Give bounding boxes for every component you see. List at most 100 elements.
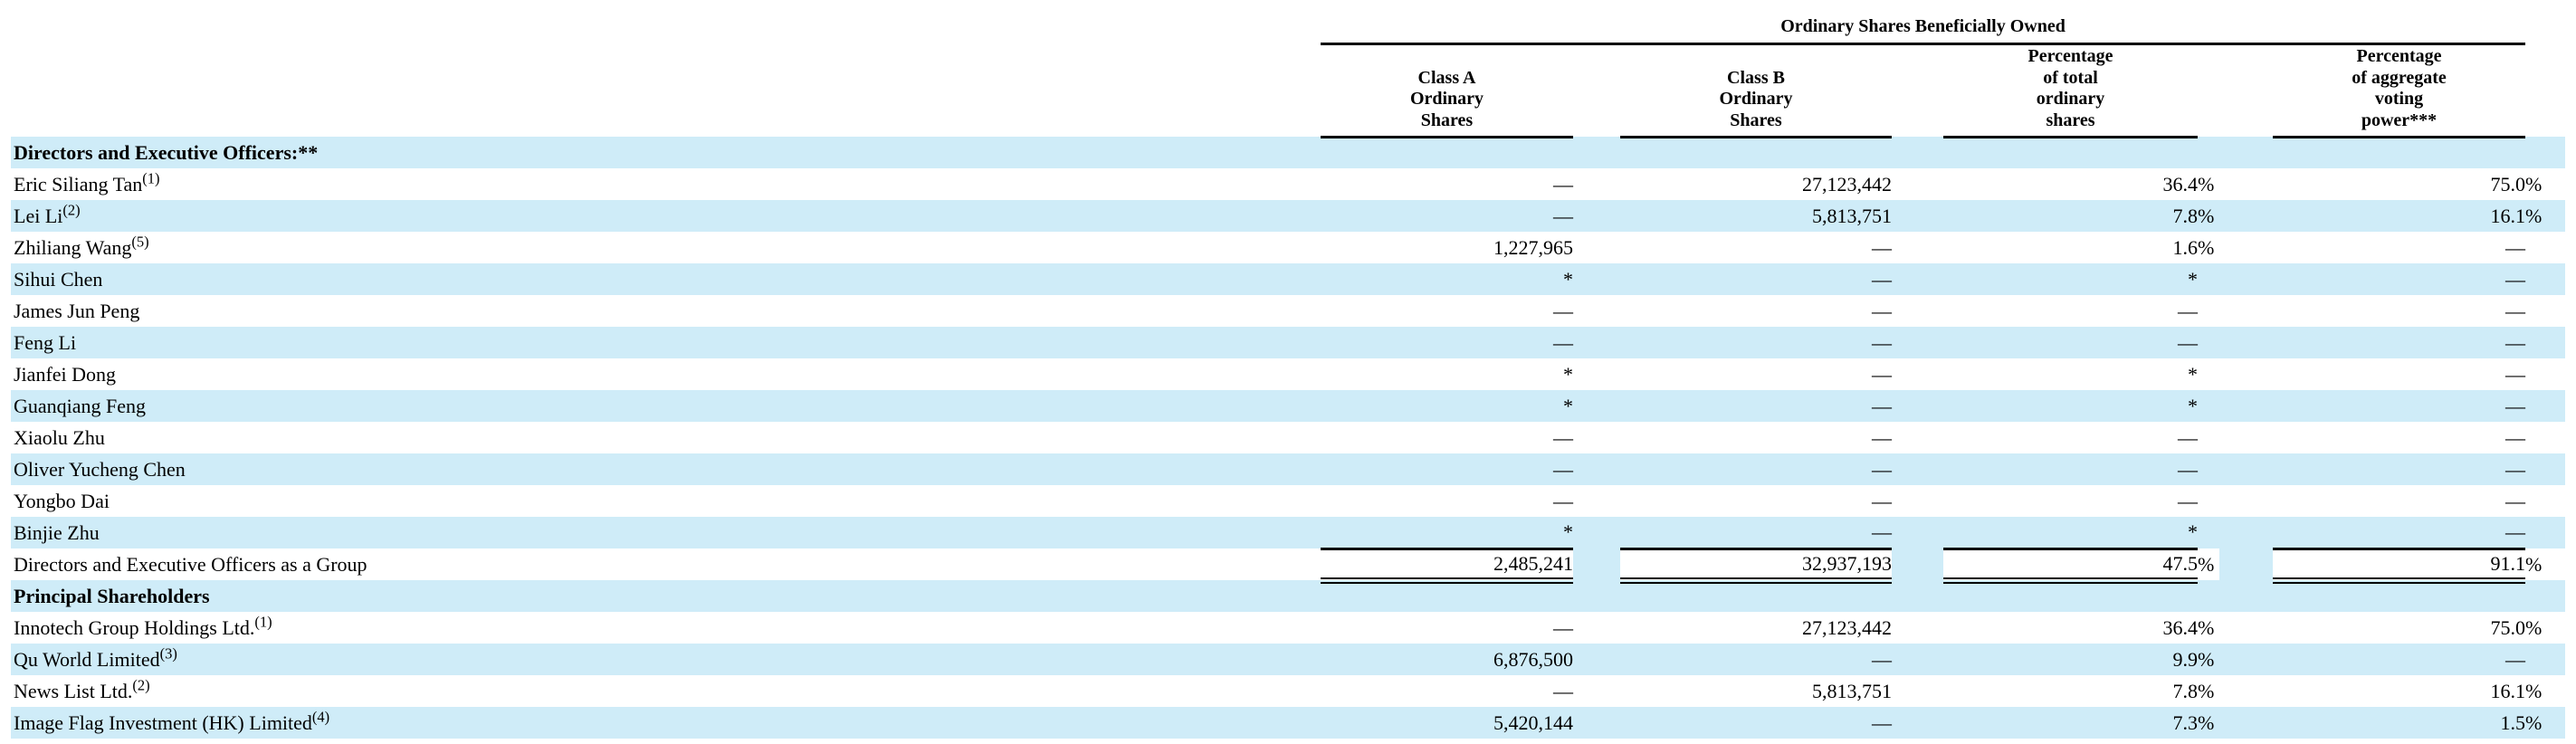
spacer-cell [2547,390,2566,422]
spacer-cell [1892,485,1943,517]
spacer-cell [1892,390,1943,422]
class-b-shares-cell: — [1620,517,1892,548]
class-a-shares-cell: 6,876,500 [1321,644,1573,675]
pct-voting-power-cell: — [2273,327,2526,358]
pct-voting-power-cell: — [2505,235,2526,259]
spacer-cell [1892,137,1943,168]
spacer-cell [1573,390,1620,422]
pct-total-shares-cell: 7.8 [1943,200,2198,232]
spacer-cell [2219,168,2273,200]
spacer-cell [1892,263,1943,295]
spacer-cell [2219,232,2273,263]
table-row: Binjie Zhu * — * — [11,517,2566,548]
percent-sign-cell: % [2198,548,2219,580]
class-b-shares-cell: — [1620,390,1892,422]
percent-sign-cell [2525,295,2547,327]
class-b-shares-cell: — [1620,453,1892,485]
spacer-cell [2219,358,2273,390]
spacer-cell [2219,263,2273,295]
spacer-cell [2219,137,2273,168]
spacer-cell [1892,548,1943,580]
spacer-cell [2547,200,2566,232]
table-row: Directors and Executive Officers as a Gr… [11,547,2566,584]
class-a-shares-cell [1321,580,1573,612]
pct-voting-power-cell: — [2505,299,2526,322]
pct-voting-power-cell: — [2273,517,2526,548]
spacer-cell [1573,263,1620,295]
spacer-cell [1892,295,1943,327]
spacer-cell [2219,295,2273,327]
spacer-cell [1892,707,1943,739]
row-label-cell: Directors and Executive Officers:** [11,137,1321,168]
row-label: Zhiliang Wang [14,235,132,259]
spacer-cell [2547,168,2565,200]
class-b-shares-cell: — [1872,425,1892,449]
row-label-cell: Yongbo Dai [11,485,1321,517]
blank-header-cell [11,43,1321,137]
pct-total-shares-cell: * [1943,517,2198,548]
class-a-shares-cell: — [1553,299,1573,322]
pct-total-shares-cell: 1.6 [2172,235,2199,259]
spacer-cell [1892,453,1943,485]
spacer-cell [2219,612,2273,644]
class-a-shares-cell: — [1321,200,1573,232]
row-label: Oliver Yucheng Chen [14,457,186,481]
ownership-table-body: Directors and Executive Officers:** Eric … [11,137,2566,739]
class-b-shares-cell: — [1620,263,1892,295]
spacer-cell [2219,548,2273,580]
table-row: Innotech Group Holdings Ltd.(1) — 27,123,4… [11,612,2565,644]
spacer-cell [1573,422,1620,453]
spacer-cell [1892,327,1943,358]
row-label-cell: Image Flag Investment (HK) Limited(4) [11,707,1321,739]
spacer-cell [1892,517,1943,548]
percent-sign-cell: % [2198,235,2215,259]
row-label-cell: Directors and Executive Officers as a Gr… [11,548,1321,580]
pct-total-shares-cell: * [2188,362,2198,386]
pct-voting-power-cell: 75.0 [2490,615,2526,639]
class-b-shares-cell [1620,580,1892,612]
spacer-cell [2219,517,2273,548]
pct-voting-power-cell: — [2505,489,2526,512]
table-row: Feng Li — — — — [11,327,2566,358]
spacer-cell [2219,200,2273,232]
spacer-cell [1573,485,1620,517]
spacer-cell [2219,453,2273,485]
row-label: Qu World Limited [14,647,160,671]
class-a-shares-cell: * [1321,517,1573,548]
table-row: Qu World Limited(3) 6,876,500—9.9% — [11,644,2566,675]
spacer-cell [2219,390,2273,422]
spacer-cell [1892,200,1943,232]
row-label: Directors and Executive Officers:** [14,140,319,164]
percent-sign-cell [2198,422,2219,453]
percent-sign-cell: % [2198,707,2219,739]
percent-sign-cell [2525,644,2548,675]
column-header-row: Class A Ordinary Shares Class B Ordinary… [11,43,2566,138]
pct-total-shares-cell: 36.4 [2162,615,2199,639]
spacer-cell [1573,200,1620,232]
section-row: Directors and Executive Officers:** [11,137,2566,168]
percent-sign-cell [2198,453,2219,485]
pct-total-shares-cell: * [1943,390,2198,422]
pct-total-shares-cell: — [2178,489,2198,512]
percent-sign-cell: % [2525,615,2543,639]
percent-sign-cell [2198,137,2219,168]
percent-sign-cell [2198,517,2219,548]
percent-sign-cell [2525,517,2548,548]
spacer-cell [1892,358,1943,390]
row-label-cell: James Jun Peng [11,295,1321,327]
col-header-class-a-shares: Class A Ordinary Shares [1321,43,1573,138]
spacer-cell [1573,232,1620,263]
percent-sign-cell: % [2198,644,2219,675]
footnote-ref: (3) [159,644,177,663]
footnote-ref: (1) [142,169,160,187]
spacer-cell [2547,263,2566,295]
spacer-cell [1573,707,1620,739]
spacer-cell [1892,422,1943,453]
class-a-shares-cell: 2,485,241 [1321,547,1573,584]
spacer-cell [1573,644,1620,675]
spacer-cell [2547,707,2566,739]
table-row: Eric Siliang Tan(1) —27,123,442 36.4% 75.0% [11,168,2565,200]
row-label-cell: Jianfei Dong [11,358,1321,390]
percent-sign-cell [2525,232,2547,263]
table-row: Zhiliang Wang(5) 1,227,965 — 1.6% — [11,232,2565,263]
